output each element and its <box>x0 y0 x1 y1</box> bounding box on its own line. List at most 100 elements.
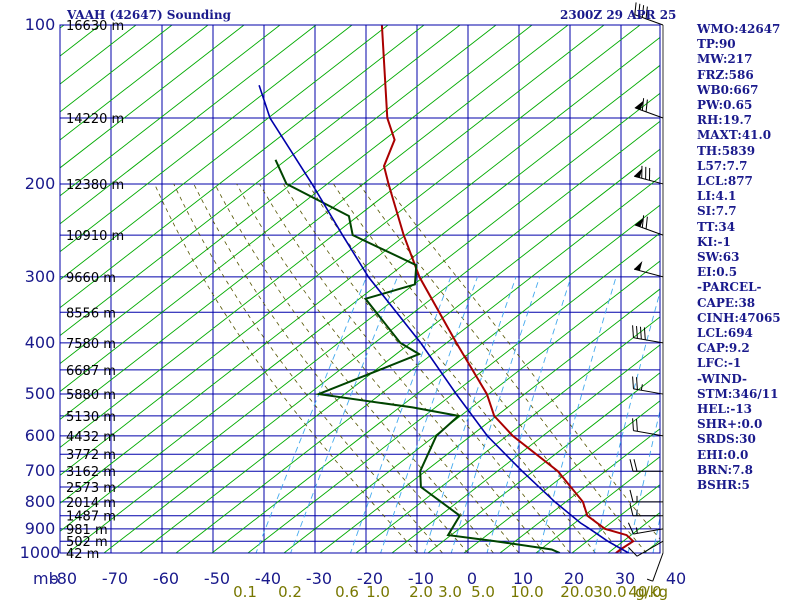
index-item: HEL:-13 <box>697 402 800 417</box>
index-item: EI:0.5 <box>697 265 800 280</box>
wind-barb-feather <box>640 327 641 339</box>
temperature-tick-label: -30 <box>306 569 332 588</box>
index-item: KI:-1 <box>697 235 800 250</box>
wind-barb-flag <box>634 261 642 271</box>
index-item: SI:7.7 <box>697 204 800 219</box>
pressure-tick-label: 300 <box>25 267 56 286</box>
wind-barb-feather <box>644 327 645 339</box>
moist-adiabat-line <box>308 184 595 553</box>
height-label: 4432 m <box>66 430 116 445</box>
index-item: BRN:7.8 <box>697 463 800 478</box>
wind-barb-staff <box>653 553 663 581</box>
index-item: FRZ:586 <box>697 68 800 83</box>
mixing-ratio-label: 0.1 <box>233 583 257 600</box>
index-item: SW:63 <box>697 250 800 265</box>
height-label: 2573 m <box>66 481 116 496</box>
height-label: 10910 m <box>66 229 124 244</box>
height-label: 5880 m <box>66 388 116 403</box>
index-item: STM:346/11 <box>697 387 800 402</box>
index-item: RH:19.7 <box>697 113 800 128</box>
index-item: LCL:877 <box>697 174 800 189</box>
wind-barb-feather <box>646 100 647 112</box>
mixing-ratio-label: 10.0 <box>510 583 543 600</box>
wind-barb-staff <box>637 541 663 556</box>
index-item: TP:90 <box>697 37 800 52</box>
mixing-ratio-label: 0.6 <box>335 583 359 600</box>
dry-adiabat-line <box>104 25 784 553</box>
wind-barb-feather <box>633 377 634 389</box>
index-item: L57:7.7 <box>697 159 800 174</box>
temperature-tick-label: -50 <box>204 569 230 588</box>
moist-adiabat-line <box>174 184 443 553</box>
mixing-ratio-label: 0.2 <box>278 583 302 600</box>
pressure-tick-label: 200 <box>25 174 56 193</box>
index-item: MAXT:41.0 <box>697 128 800 143</box>
pressure-tick-label: 600 <box>25 426 56 445</box>
dry-adiabat-line <box>0 25 424 553</box>
index-item: WB0:667 <box>697 83 800 98</box>
moist-adiabat-line <box>359 184 646 553</box>
wind-barb-half-feather <box>641 384 642 390</box>
pressure-tick-label: 500 <box>25 384 56 403</box>
wind-barb-flag <box>634 168 642 178</box>
wind-barb-staff <box>633 389 663 394</box>
wind-barb-feather <box>646 217 647 229</box>
index-item: SHR+:0.0 <box>697 417 800 432</box>
height-label: 14220 m <box>66 112 124 127</box>
pressure-tick-label: 900 <box>25 519 56 538</box>
mixing-ratio-unit: g/kg <box>635 583 668 600</box>
mixing-ratio-label: 30.0 <box>593 583 626 600</box>
mixing-ratio-line <box>252 277 367 564</box>
height-label: 7580 m <box>66 337 116 352</box>
index-item: EHI:0.0 <box>697 448 800 463</box>
wind-barb-feather <box>642 215 643 227</box>
height-label: 3162 m <box>66 465 116 480</box>
height-label: 42 m <box>66 547 99 562</box>
index-item: CAPE:38 <box>697 296 800 311</box>
pressure-tick-label: 1000 <box>20 543 61 562</box>
temperature-tick-label: -60 <box>153 569 179 588</box>
pressure-tick-label: 400 <box>25 333 56 352</box>
pressure-tick-label: 700 <box>25 461 56 480</box>
wind-barb-feather <box>642 98 643 110</box>
index-item: SRDS:30 <box>697 432 800 447</box>
dry-adiabat-line <box>0 25 388 553</box>
wind-barb-staff <box>635 108 663 118</box>
pressure-tick-label: 100 <box>25 15 56 34</box>
moist-adiabat-line <box>260 184 545 553</box>
wind-barb-staff <box>634 176 663 184</box>
height-label: 9660 m <box>66 271 116 286</box>
index-item: PW:0.65 <box>697 98 800 113</box>
wind-barb-feather <box>637 419 638 431</box>
index-item: -PARCEL- <box>697 280 800 295</box>
dry-adiabat-line <box>32 25 712 553</box>
index-item: LFC:-1 <box>697 356 800 371</box>
index-item: CINH:47065 <box>697 311 800 326</box>
index-item: LCL:694 <box>697 326 800 341</box>
height-label: 8556 m <box>66 306 116 321</box>
wind-barb-feather <box>630 490 633 502</box>
index-item: WMO:42647 <box>697 22 800 37</box>
moist-adiabat-line <box>333 184 621 553</box>
wind-barb-feather <box>633 418 634 430</box>
index-item: CAP:9.2 <box>697 341 800 356</box>
height-label: 12380 m <box>66 178 124 193</box>
wind-barb-half-feather <box>647 579 653 581</box>
wind-barb-feather <box>637 377 638 389</box>
temperature-tick-label: 40 <box>666 569 686 588</box>
height-label: 2014 m <box>66 496 116 511</box>
mixing-ratio-label: 3.0 <box>438 583 462 600</box>
valid-time: 2300Z 29 APR 25 <box>560 8 676 22</box>
mixing-ratio-label: 5.0 <box>471 583 495 600</box>
wind-barb-staff <box>633 338 663 343</box>
wind-barb-feather <box>628 547 637 556</box>
wind-barb-feather <box>634 459 637 471</box>
mixing-ratio-label: 1.0 <box>366 583 390 600</box>
station-title: VAAH (42647) Sounding <box>67 8 231 22</box>
height-label: 3772 m <box>66 448 116 463</box>
pressure-tick-label: 800 <box>25 492 56 511</box>
wind-barb-feather <box>633 325 634 337</box>
index-item: MW:217 <box>697 52 800 67</box>
